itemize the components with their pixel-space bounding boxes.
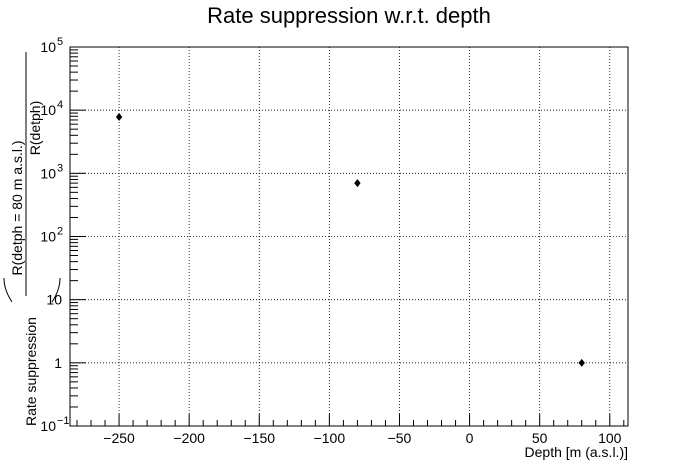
- y-tick-label: 10: [40, 102, 56, 118]
- data-point: [115, 112, 123, 121]
- y-axis-title-numerator: R(detph = 80 m a.s.l.): [9, 140, 25, 275]
- y-axis-title-bracket-left: [3, 277, 13, 303]
- y-tick-label: 1: [54, 355, 62, 371]
- x-tick-label: −250: [103, 430, 135, 446]
- y-tick-label: 10: [40, 229, 56, 245]
- data-point: [578, 358, 585, 367]
- x-tick-label: −100: [314, 430, 346, 446]
- x-tick-label: −50: [388, 430, 412, 446]
- y-tick-exponent: 2: [57, 226, 63, 238]
- y-axis-title-prefix: Rate suppression: [23, 317, 39, 426]
- x-tick-label: 50: [532, 430, 548, 446]
- data-points: [115, 112, 585, 367]
- chart-title: Rate suppression w.r.t. depth: [207, 3, 491, 28]
- x-tick-label: 100: [598, 430, 622, 446]
- y-axis-title: Rate suppression R(detph = 80 m a.s.l.)R(…: [3, 52, 61, 426]
- y-tick-exponent: 5: [57, 36, 63, 48]
- y-tick-exponent: 3: [57, 162, 63, 174]
- grid: [70, 47, 628, 426]
- x-tick-label: −200: [173, 430, 205, 446]
- y-tick-label: 10: [40, 165, 56, 181]
- x-axis-title: Depth [m (a.s.l.)]: [525, 444, 628, 460]
- x-tick-label: −150: [243, 430, 275, 446]
- y-axis-title-denominator: R(detph): [27, 101, 43, 155]
- y-tick-label: 10: [40, 39, 56, 55]
- y-tick-exponent: 4: [57, 99, 63, 111]
- x-axis-ticks: −250 −200 −150 −100 −50 0 50 100: [76, 414, 625, 446]
- y-tick-label: 10: [46, 292, 62, 308]
- y-axis-title-bracket-right: [51, 277, 61, 303]
- data-point: [354, 179, 361, 188]
- x-tick-label: 0: [466, 430, 474, 446]
- y-tick-label: 10: [40, 418, 56, 434]
- y-axis-title-group: Rate suppression R(detph = 80 m a.s.l.)R(…: [3, 52, 61, 426]
- y-tick-exponent: −1: [57, 415, 70, 427]
